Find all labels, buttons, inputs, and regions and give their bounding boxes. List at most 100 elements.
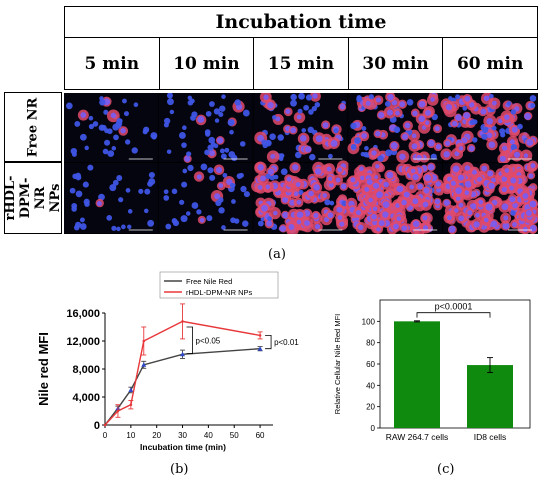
- cell-nucleus: [166, 93, 173, 99]
- cell-nucleus: [207, 167, 214, 174]
- cell-nucleus: [290, 93, 297, 101]
- cell-nucleus: [263, 94, 269, 100]
- micro-image-r1-c1: [158, 163, 253, 233]
- cell-nucleus: [88, 115, 94, 121]
- time-column-10min: 10 min: [160, 37, 255, 90]
- cell-nucleus: [116, 226, 121, 232]
- cell-nucleus: [357, 224, 364, 231]
- cell-nucleus: [224, 147, 230, 153]
- cell-nucleus: [390, 142, 398, 150]
- cell-nucleus: [179, 132, 186, 139]
- cell-nucleus: [165, 223, 172, 230]
- cell-nucleus: [206, 215, 213, 222]
- cell-nucleus: [133, 102, 139, 108]
- x-axis-label: Incubation time (min): [140, 442, 226, 452]
- cell-nucleus: [475, 213, 480, 218]
- cell-nucleus: [513, 151, 521, 158]
- cell-nucleus: [315, 135, 323, 143]
- significance-label: p<0.01: [274, 338, 299, 347]
- cell-nucleus: [218, 207, 225, 214]
- cell-nucleus: [219, 105, 226, 112]
- cell-nucleus: [298, 93, 305, 100]
- cell-nucleus: [480, 108, 487, 115]
- cell-nucleus: [486, 132, 493, 139]
- micro-image-r1-c2: [251, 160, 351, 234]
- cell-nucleus: [142, 129, 148, 135]
- cell-nucleus: [371, 214, 377, 220]
- cell-nucleus: [297, 108, 303, 114]
- cell-nucleus: [292, 164, 299, 171]
- cell-nucleus: [375, 131, 381, 137]
- cell-nucleus: [69, 187, 76, 194]
- cell-nucleus: [304, 220, 310, 226]
- cell-nucleus: [509, 185, 514, 191]
- cell-nucleus: [66, 102, 73, 110]
- cell-nucleus: [361, 133, 367, 139]
- cell-nucleus: [222, 172, 228, 178]
- cell-nucleus: [393, 223, 399, 230]
- cell-nucleus: [227, 119, 235, 127]
- cell-nucleus: [187, 99, 194, 106]
- cell-nucleus: [412, 110, 418, 117]
- cell-nucleus: [279, 225, 287, 232]
- cell-nucleus: [164, 117, 171, 125]
- cell-nucleus: [229, 182, 236, 189]
- cell-nucleus: [148, 171, 155, 179]
- cell-nucleus: [199, 217, 205, 223]
- cell-nucleus: [412, 198, 419, 205]
- data-point: [129, 403, 133, 406]
- cell-nucleus: [290, 99, 297, 107]
- cell-nucleus: [219, 148, 225, 154]
- cell-nucleus: [339, 103, 346, 110]
- cell-nucleus: [356, 95, 362, 101]
- cell-nucleus: [368, 197, 373, 203]
- cell-nucleus: [229, 129, 234, 135]
- cell-nucleus: [425, 110, 431, 116]
- cell-nucleus: [401, 199, 407, 206]
- cell-nucleus: [511, 126, 518, 133]
- cell-nucleus: [328, 182, 334, 188]
- cell-nucleus: [418, 100, 426, 108]
- cell-nucleus: [491, 125, 497, 131]
- cell-nucleus: [208, 150, 215, 157]
- cell-nucleus: [523, 153, 529, 158]
- cell-nucleus: [327, 153, 333, 159]
- cell-nucleus: [464, 165, 471, 171]
- cell-nucleus: [506, 101, 512, 106]
- cell-nucleus: [375, 97, 382, 103]
- x-tick-label: 60: [256, 431, 265, 440]
- cell-nucleus: [191, 202, 199, 209]
- cell-nucleus: [424, 120, 430, 126]
- cell-nucleus: [315, 168, 322, 175]
- cell-nucleus: [510, 144, 518, 151]
- cell-nucleus: [462, 106, 468, 111]
- cell-nucleus: [335, 177, 341, 183]
- cell-nucleus: [79, 217, 85, 223]
- cell-nucleus: [376, 227, 381, 232]
- significance-label: p<0.05: [196, 336, 221, 345]
- significance-bracket: [416, 312, 491, 318]
- cell-nucleus: [191, 111, 198, 118]
- cell-nucleus: [75, 174, 82, 181]
- y-tick-label: 80: [366, 339, 375, 348]
- cell-nucleus: [275, 116, 281, 122]
- cell-nucleus: [282, 211, 289, 219]
- cell-nucleus: [406, 99, 414, 106]
- cell-nucleus: [125, 188, 131, 193]
- cell-nucleus: [402, 133, 408, 140]
- cell-nucleus: [221, 94, 226, 99]
- cell-nucleus: [360, 175, 365, 181]
- cell-nucleus: [214, 118, 220, 123]
- cell-nucleus: [350, 122, 357, 130]
- cell-nucleus: [239, 141, 246, 147]
- cell-nucleus: [196, 174, 202, 180]
- micro-image-r1-c3: [345, 160, 446, 234]
- cell-nucleus: [396, 185, 404, 193]
- cell-nucleus: [430, 153, 437, 160]
- cell-nucleus: [216, 166, 223, 173]
- cell-nucleus: [265, 184, 271, 190]
- cell-nucleus: [378, 220, 385, 227]
- cell-nucleus: [333, 128, 339, 134]
- cell-nucleus: [471, 169, 477, 175]
- time-column-60min: 60 min: [456, 53, 524, 74]
